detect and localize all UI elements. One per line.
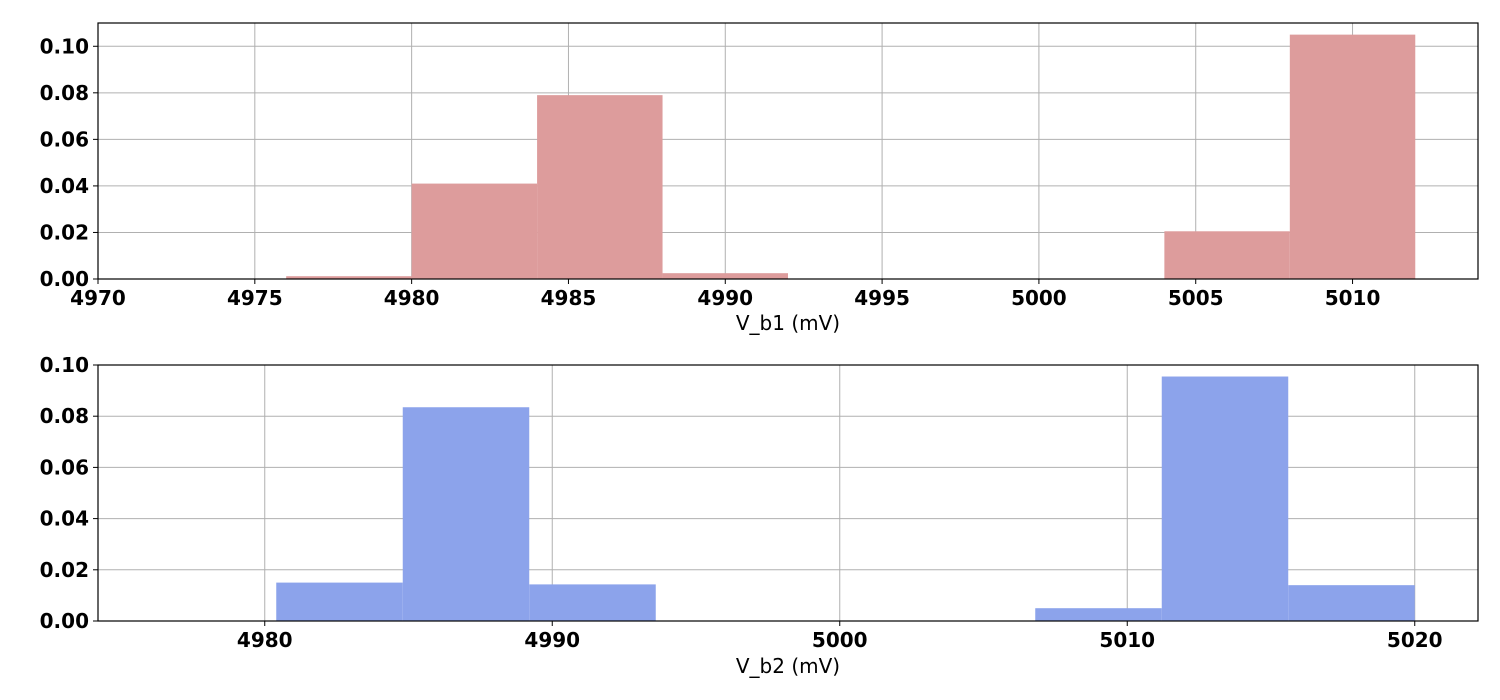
histogram-bar — [276, 582, 403, 621]
y-tick-label: 0.10 — [40, 353, 89, 377]
x-tick-label: 4980 — [237, 628, 293, 652]
x-tick-label: 5020 — [1387, 628, 1443, 652]
histogram-bar — [1289, 34, 1416, 279]
histogram-bar — [1288, 585, 1415, 621]
histogram-bar — [1161, 376, 1289, 621]
x-axis-label: V_b1 (mV) — [736, 311, 840, 335]
y-tick-label: 0.08 — [40, 404, 89, 428]
y-tick-label: 0.02 — [40, 220, 89, 244]
y-tick-label: 0.10 — [40, 34, 89, 58]
histogram-bar — [1164, 231, 1290, 279]
x-tick-label: 5010 — [1099, 628, 1155, 652]
histogram-bar — [411, 183, 538, 279]
y-tick-label: 0.08 — [40, 81, 89, 105]
histogram-bar — [529, 584, 656, 621]
x-tick-label: 5000 — [812, 628, 868, 652]
plot-frame — [97, 22, 1479, 280]
histogram-bar — [662, 273, 788, 279]
plot-frame — [97, 364, 1479, 622]
histogram-bar — [537, 95, 663, 280]
y-tick-label: 0.06 — [40, 127, 89, 151]
histogram-bar — [286, 276, 412, 279]
x-tick-label: 5000 — [1011, 286, 1067, 310]
x-tick-label: 4985 — [541, 286, 597, 310]
x-tick-label: 4990 — [697, 286, 753, 310]
y-tick-label: 0.04 — [40, 174, 89, 198]
histogram-bar — [402, 407, 530, 621]
x-axis-label: V_b2 (mV) — [736, 654, 840, 678]
x-tick-label: 4980 — [384, 286, 440, 310]
y-tick-label: 0.00 — [40, 267, 89, 291]
y-tick-label: 0.02 — [40, 558, 89, 582]
y-tick-label: 0.04 — [40, 507, 89, 531]
y-tick-label: 0.00 — [40, 609, 89, 633]
histogram-panel-v-b2: 4980 4990 5000 5010 5020 0.00 0.02 0.04 0.06 0.08… — [40, 353, 1479, 678]
x-tick-label: 4990 — [524, 628, 580, 652]
x-tick-label: 5010 — [1325, 286, 1381, 310]
y-tick-label: 0.06 — [40, 455, 89, 479]
x-tick-label: 4970 — [70, 286, 126, 310]
histogram-bar — [1035, 608, 1162, 621]
x-tick-label: 4975 — [227, 286, 283, 310]
x-tick-label: 4995 — [854, 286, 910, 310]
histogram-panel-v-b1: 4970 4975 4980 4985 4990 4995 5000 5005 5010 0.00… — [40, 22, 1479, 335]
x-tick-label: 5005 — [1168, 286, 1224, 310]
